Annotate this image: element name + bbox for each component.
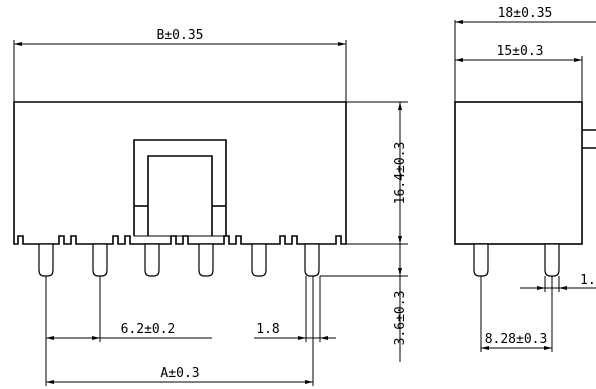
row-spacing-label: 8.28±0.3 [485,332,548,347]
latch-inner [147,155,213,236]
front-view: B±0.35 16.4±0.3 3.6±0.3 [13,28,408,386]
pin-length-label: 3.6±0.3 [393,291,408,346]
side-pin-label: 1. [580,273,596,288]
front-pins [38,243,320,277]
body-depth-label: 15±0.3 [497,44,544,59]
latch-window [133,139,227,236]
side-latch [582,129,596,149]
body-height-label: 16.4±0.3 [393,142,408,205]
pin-5 [251,243,267,277]
side-housing [454,101,583,245]
pin-3 [144,243,160,277]
front-housing [13,101,347,245]
pin-span-label: A±0.3 [160,366,199,381]
pin-4 [198,243,214,277]
side-pin-1 [473,243,489,277]
pin-width-label: 1.8 [256,322,279,337]
side-view: 18±0.35 15±0.3 1. 8.28±0.3 [454,6,596,352]
overall-width-label: B±0.35 [157,28,204,43]
pin-2 [92,243,108,277]
pin-1 [38,243,54,277]
pitch-label: 6.2±0.2 [121,322,176,337]
outer-depth-label: 18±0.35 [498,6,553,21]
side-pin-2 [544,243,560,277]
pin-6 [304,243,320,277]
